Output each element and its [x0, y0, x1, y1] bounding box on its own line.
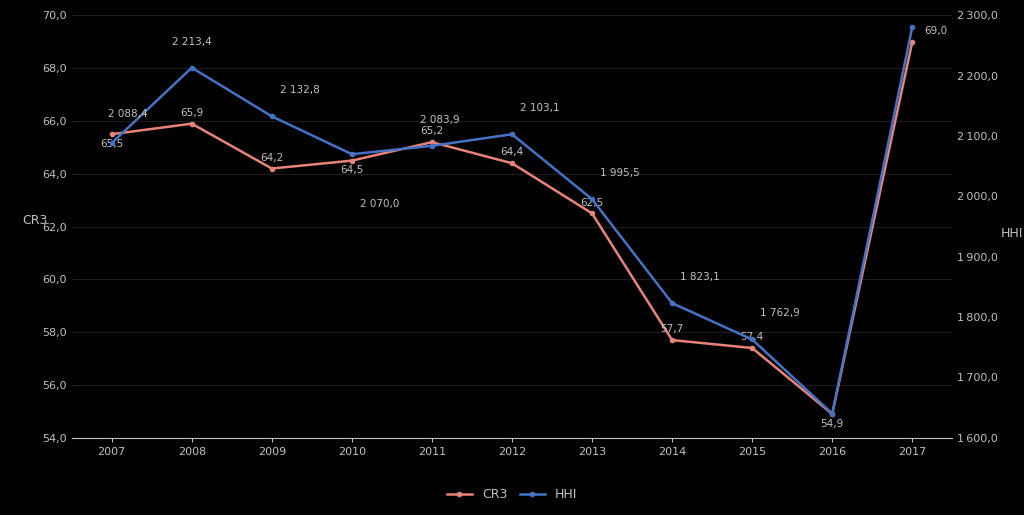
- HHI: [346, 151, 358, 157]
- HHI: [666, 300, 678, 306]
- HHI: [185, 64, 198, 71]
- Text: 65,5: 65,5: [100, 139, 123, 149]
- HHI: [265, 113, 278, 119]
- CR3: [426, 139, 438, 145]
- Text: 64,2: 64,2: [260, 153, 284, 163]
- HHI: [105, 140, 118, 146]
- CR3: [826, 411, 839, 417]
- CR3: [506, 160, 518, 166]
- HHI: [426, 143, 438, 149]
- CR3: [906, 39, 919, 45]
- Text: 57,4: 57,4: [740, 332, 764, 342]
- HHI: [826, 410, 839, 417]
- HHI: [746, 336, 759, 342]
- Text: 65,2: 65,2: [420, 126, 443, 136]
- Text: 64,4: 64,4: [501, 147, 523, 158]
- Text: 2 103,1: 2 103,1: [520, 103, 560, 113]
- HHI: [906, 24, 919, 30]
- Y-axis label: HHI: HHI: [1000, 227, 1023, 239]
- CR3: [666, 337, 678, 343]
- CR3: [746, 345, 759, 351]
- Text: 69,0: 69,0: [925, 26, 948, 36]
- Legend: CR3, HHI: CR3, HHI: [442, 483, 582, 506]
- Text: 64,5: 64,5: [340, 165, 364, 175]
- HHI: [506, 131, 518, 138]
- Text: 54,9: 54,9: [820, 419, 844, 428]
- Text: 65,9: 65,9: [180, 108, 204, 118]
- Text: 2 088,4: 2 088,4: [108, 109, 147, 119]
- Text: 57,7: 57,7: [660, 324, 684, 334]
- Y-axis label: CR3: CR3: [23, 214, 48, 227]
- Line: CR3: CR3: [110, 40, 914, 416]
- Text: 2 083,9: 2 083,9: [420, 115, 460, 125]
- Text: 62,5: 62,5: [581, 198, 604, 208]
- Text: 2 132,8: 2 132,8: [280, 85, 319, 95]
- CR3: [346, 158, 358, 164]
- CR3: [105, 131, 118, 138]
- Text: 1 823,1: 1 823,1: [680, 272, 720, 282]
- Text: 1 995,5: 1 995,5: [600, 168, 640, 178]
- Line: HHI: HHI: [110, 25, 914, 416]
- HHI: [586, 196, 598, 202]
- Text: 2 070,0: 2 070,0: [359, 198, 399, 209]
- CR3: [586, 210, 598, 216]
- CR3: [265, 165, 278, 171]
- Text: 2 213,4: 2 213,4: [172, 37, 212, 46]
- CR3: [185, 121, 198, 127]
- Text: 1 762,9: 1 762,9: [760, 308, 800, 318]
